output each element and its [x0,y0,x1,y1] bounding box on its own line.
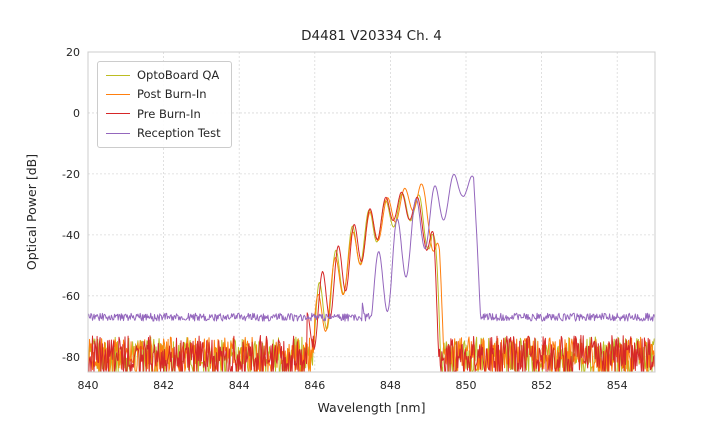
x-tick-label: 848 [380,379,401,392]
y-axis-label: Optical Power [dB] [24,154,39,270]
legend-swatch-reception-test [106,132,130,134]
series-layer [87,173,656,373]
x-tick-label: 844 [229,379,250,392]
legend-item-reception-test: Reception Test [106,126,221,140]
y-tick-label: -20 [62,168,80,181]
x-tick-label: 854 [607,379,628,392]
y-tick-label: -40 [62,229,80,242]
axes-frame [87,51,656,373]
legend-item-pre-burn-in: Pre Burn-In [106,107,221,121]
legend-swatch-optoboard-qa [106,74,130,76]
legend-item-post-burn-in: Post Burn-In [106,87,221,101]
chart-title: D4481 V20334 Ch. 4 [301,28,442,44]
y-tick-label: -60 [62,290,80,303]
x-tick-label: 840 [78,379,99,392]
ticks-layer: 840 842 844 846 848 850 852 854 20 0 -20 -40 -60 -80 [62,46,628,392]
y-tick-label: 0 [73,107,80,120]
x-tick-label: 852 [531,379,552,392]
series-line-reception-test [87,173,656,322]
x-tick-label: 842 [153,379,174,392]
y-tick-label: 20 [66,46,80,59]
axes-border [87,51,656,373]
legend-label: OptoBoard QA [137,68,220,82]
x-tick-label: 850 [456,379,477,392]
x-tick-label: 846 [304,379,325,392]
legend-item-optoboard-qa: OptoBoard QA [106,68,221,82]
legend: OptoBoard QA Post Burn-In Pre Burn-In Re… [97,61,232,148]
y-tick-label: -80 [62,351,80,364]
legend-swatch-post-burn-in [106,94,130,96]
legend-label: Post Burn-In [137,87,207,102]
x-axis-label: Wavelength [nm] [318,400,426,415]
legend-swatch-pre-burn-in [106,113,130,115]
legend-label: Pre Burn-In [137,106,201,121]
legend-label: Reception Test [137,126,221,141]
